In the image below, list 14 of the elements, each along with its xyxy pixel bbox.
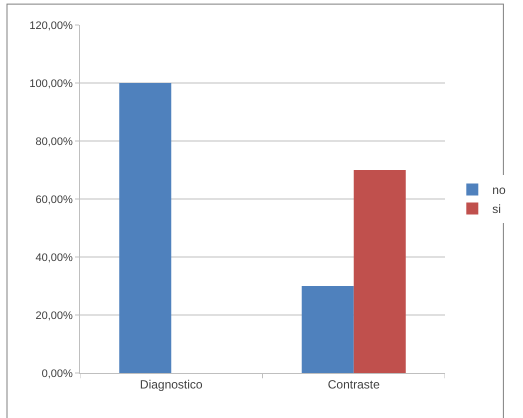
y-tick-label: 60,00% [35, 194, 74, 206]
legend-label: si [492, 202, 501, 216]
x-tick-label: Contraste [328, 377, 380, 392]
y-tick-label: 20,00% [35, 310, 74, 322]
y-tick-label: 120,00% [29, 20, 74, 32]
y-tick-label: 40,00% [35, 252, 74, 264]
y-tick-label: 0,00% [42, 368, 74, 380]
legend-label: no [492, 183, 506, 198]
bar [119, 83, 172, 373]
bar [302, 286, 354, 373]
bar [354, 170, 406, 373]
y-tick-label: 80,00% [35, 136, 74, 148]
x-tick-label: Diagnostico [140, 377, 203, 392]
y-tick-label: 100,00% [29, 78, 74, 90]
